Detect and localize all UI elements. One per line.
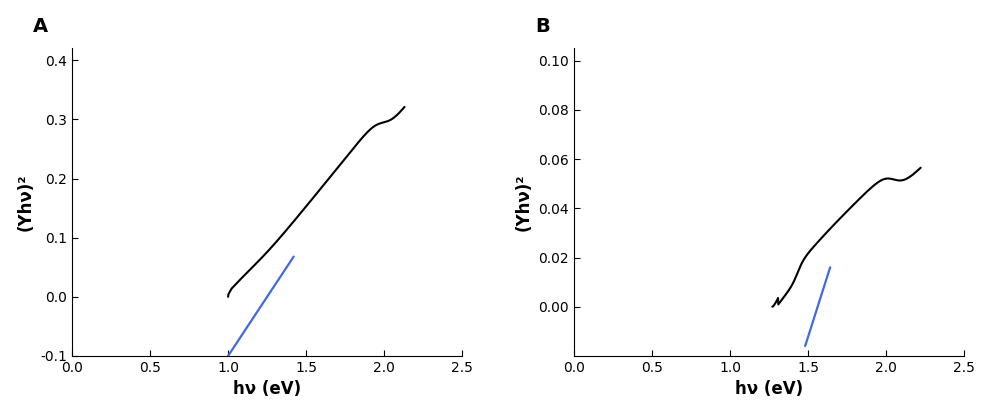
X-axis label: hν (eV): hν (eV) (233, 380, 302, 398)
Y-axis label: (Yhν)²: (Yhν)² (17, 173, 35, 231)
Text: A: A (33, 17, 48, 36)
Y-axis label: (Yhν)²: (Yhν)² (515, 173, 533, 231)
Text: B: B (535, 17, 550, 36)
X-axis label: hν (eV): hν (eV) (735, 380, 804, 398)
